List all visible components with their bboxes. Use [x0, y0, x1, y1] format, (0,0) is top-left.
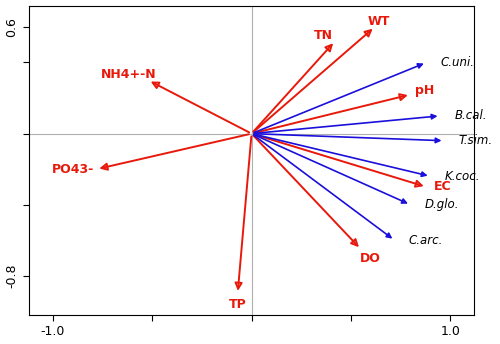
Text: D.glo.: D.glo. [424, 198, 459, 211]
Text: C.uni.: C.uni. [440, 56, 474, 69]
Text: C.arc.: C.arc. [408, 234, 443, 247]
Text: NH4+-N: NH4+-N [100, 68, 156, 82]
Text: TN: TN [314, 29, 332, 42]
Text: DO: DO [360, 251, 381, 265]
Text: T.sim.: T.sim. [458, 134, 492, 147]
Text: WT: WT [368, 15, 390, 28]
Text: TP: TP [229, 298, 246, 311]
Text: PO43-: PO43- [52, 163, 94, 176]
Text: K.coc.: K.coc. [444, 170, 480, 183]
Text: pH: pH [415, 84, 434, 97]
Text: EC: EC [434, 181, 451, 193]
Text: B.cal.: B.cal. [454, 109, 487, 122]
